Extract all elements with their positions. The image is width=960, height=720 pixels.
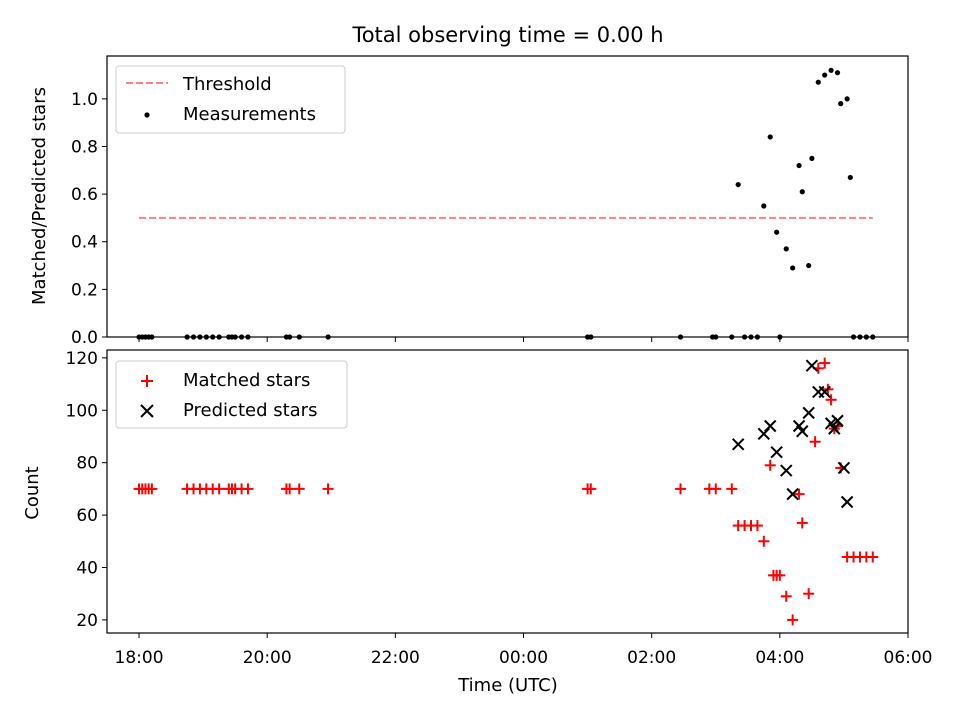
y-tick-label: 20 (76, 611, 98, 631)
matched-star-point (787, 614, 799, 626)
legend-measurements-swatch (144, 112, 150, 118)
bottom-plot-area (133, 357, 879, 626)
top-panel: 0.0 0.2 0.4 0.6 0.8 1.0 Matched/Predicted sta… (29, 55, 909, 348)
predicted-star-point (831, 414, 844, 427)
predicted-star-point (828, 422, 841, 435)
matched-star-point (867, 551, 879, 563)
measurement-point (822, 72, 828, 78)
y-tick-label: 100 (66, 401, 98, 421)
matched-star-point (242, 483, 254, 495)
matched-star-point (774, 569, 786, 581)
measurement-point (809, 155, 815, 161)
predicted-star-point (770, 445, 783, 459)
matched-star-point (793, 488, 805, 500)
y-tick-label: 0.0 (71, 328, 98, 348)
measurement-point (828, 67, 834, 73)
y-tick-label: 80 (76, 454, 98, 474)
matched-star-point (726, 483, 738, 495)
matched-star-point (780, 590, 792, 602)
bottom-panel-frame (106, 349, 909, 634)
x-tick-label: 22:00 (371, 648, 420, 668)
measurement-point (735, 181, 741, 188)
measurement-point (838, 101, 844, 107)
matched-star-point (213, 483, 225, 495)
predicted-star-point (818, 385, 831, 399)
x-tick-label: 18:00 (115, 648, 164, 668)
legend-matched-swatch (141, 375, 153, 387)
matched-star-point (322, 483, 334, 495)
matched-star-point (796, 517, 808, 529)
matched-star-point (675, 483, 687, 495)
y-tick-label: 0.4 (71, 233, 98, 253)
y-tick-label: 1.0 (71, 90, 98, 110)
measurement-point (815, 79, 821, 85)
x-axis-label: Time (UTC) (457, 675, 558, 696)
measurement-point (844, 96, 850, 102)
y-tick-label: 60 (76, 506, 98, 526)
matched-star-point (293, 483, 305, 495)
legend-predicted-label: Predicted stars (183, 400, 317, 421)
matched-star-point (585, 483, 597, 495)
predicted-star-point (840, 495, 854, 509)
x-tick-label: 00:00 (499, 648, 548, 668)
matched-star-point (710, 483, 722, 495)
predicted-star-point (731, 438, 745, 451)
matched-star-point (764, 459, 776, 471)
y-tick-label: 0.6 (71, 185, 98, 205)
measurement-point (774, 229, 780, 235)
y-tick-label: 40 (76, 558, 98, 578)
measurement-point (834, 70, 841, 76)
predicted-star-point (757, 427, 771, 441)
legend-threshold-label: Threshold (182, 74, 272, 95)
legend-predicted-swatch (140, 404, 154, 418)
matched-star-point (146, 483, 158, 495)
legend-measurements-label: Measurements (183, 104, 316, 125)
matched-star-point (803, 588, 815, 600)
top-y-axis-label: Matched/Predicted stars (29, 87, 50, 305)
predicted-star-point (805, 359, 819, 372)
predicted-star-point (764, 419, 777, 433)
measurement-point (796, 162, 802, 169)
top-legend-box (115, 65, 346, 134)
y-tick-label: 0.8 (71, 137, 98, 157)
matched-star-point (751, 520, 763, 532)
bottom-x-ticks: 18:00 20:00 22:00 00:00 02:00 04:00 06:00 (115, 633, 933, 668)
bottom-y-axis-label: Count (22, 466, 43, 519)
chart-title: Total observing time = 0.00 h (351, 23, 663, 47)
x-tick-label: 04:00 (755, 648, 804, 668)
x-tick-label: 02:00 (627, 648, 676, 668)
x-tick-label: 06:00 (884, 648, 933, 668)
x-tick-label: 20:00 (243, 648, 292, 668)
bottom-panel: 20 40 60 80 100 120 18:00 20:00 22:00 00:00 02:00… (22, 349, 933, 696)
top-panel-frame (106, 55, 909, 338)
y-tick-label: 120 (66, 349, 98, 369)
y-tick-label: 0.2 (71, 280, 98, 300)
bottom-y-ticks: 20 40 60 80 100 120 (66, 349, 107, 631)
predicted-star-point (802, 406, 815, 420)
predicted-star-point (786, 487, 799, 501)
measurement-point (761, 203, 767, 209)
measurement-point (806, 262, 812, 269)
matched-star-point (809, 436, 821, 448)
predicted-star-point (837, 461, 851, 475)
measurement-point (783, 246, 789, 252)
bottom-legend: Matched stars Predicted stars (115, 360, 348, 429)
measurement-point (790, 265, 796, 271)
measurement-point (847, 174, 853, 181)
matched-star-point (825, 394, 837, 406)
measurement-point (767, 134, 773, 140)
bottom-legend-box (115, 360, 348, 429)
matched-star-point (758, 535, 770, 547)
top-x-ticks (138, 337, 909, 342)
measurement-point (799, 189, 805, 195)
predicted-star-point (796, 425, 809, 438)
top-legend: Threshold Measurements (115, 65, 346, 134)
top-y-ticks: 0.0 0.2 0.4 0.6 0.8 1.0 (71, 90, 107, 348)
legend-matched-label: Matched stars (183, 370, 310, 391)
matched-star-point (819, 357, 831, 369)
matched-star-point (284, 483, 296, 495)
predicted-star-point (780, 464, 793, 477)
